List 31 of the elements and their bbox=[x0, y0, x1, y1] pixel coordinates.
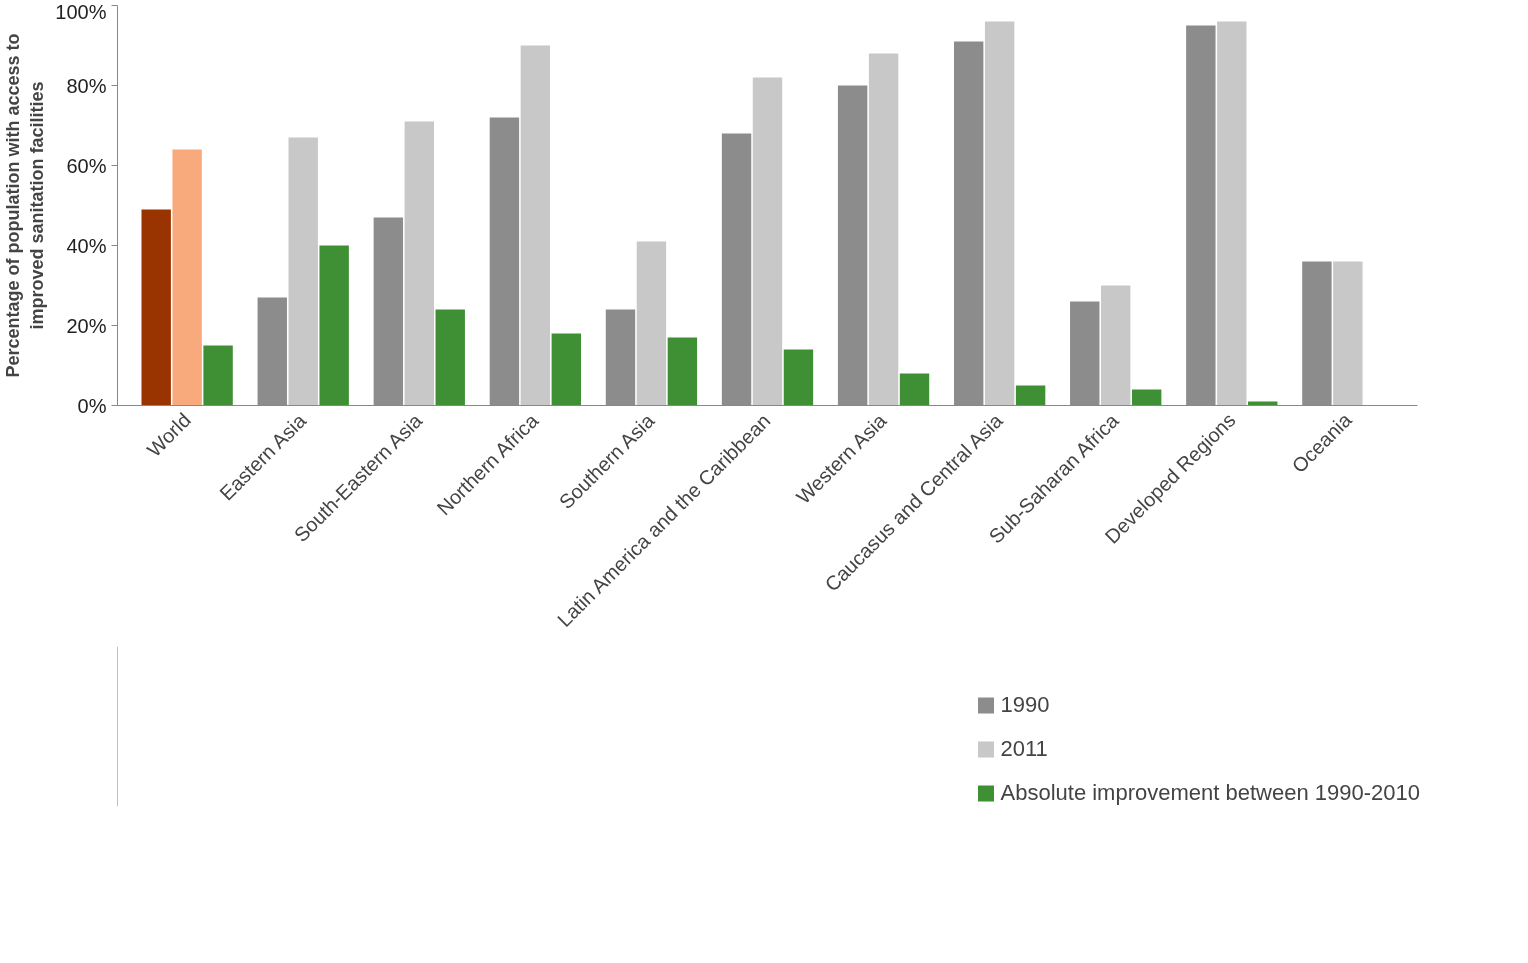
bar bbox=[1015, 385, 1046, 406]
y-tick-label: 100% bbox=[55, 0, 107, 23]
legend-label: 1990 bbox=[1000, 692, 1050, 718]
bar bbox=[783, 349, 814, 406]
bar bbox=[203, 345, 233, 406]
bar bbox=[868, 53, 899, 406]
bar bbox=[288, 137, 318, 406]
bar bbox=[520, 45, 551, 406]
bar bbox=[435, 309, 465, 406]
bar bbox=[1101, 285, 1131, 406]
bar bbox=[551, 333, 582, 406]
legend-label: Absolute improvement between 1990-2010 bbox=[1000, 780, 1420, 806]
bar bbox=[141, 209, 171, 406]
y-tick-label: 60% bbox=[66, 154, 107, 177]
y-tick-label: 0% bbox=[77, 394, 107, 417]
y-tick-label: 80% bbox=[66, 74, 107, 97]
bar bbox=[752, 77, 783, 406]
bar bbox=[1333, 261, 1363, 406]
bar bbox=[172, 149, 202, 406]
bar bbox=[984, 21, 1015, 406]
bar bbox=[1131, 389, 1162, 406]
bar bbox=[404, 121, 434, 406]
y-tick-label: 20% bbox=[66, 314, 107, 337]
bar bbox=[319, 245, 349, 406]
y-axis-title: Percentage of population with access to improved sanitation facilities bbox=[3, 33, 48, 378]
bar bbox=[636, 241, 667, 406]
y-tick-label: 40% bbox=[66, 234, 107, 257]
bar bbox=[899, 373, 930, 406]
legend-label: 2011 bbox=[1000, 736, 1048, 762]
bar bbox=[1217, 21, 1247, 406]
bar bbox=[667, 337, 698, 406]
